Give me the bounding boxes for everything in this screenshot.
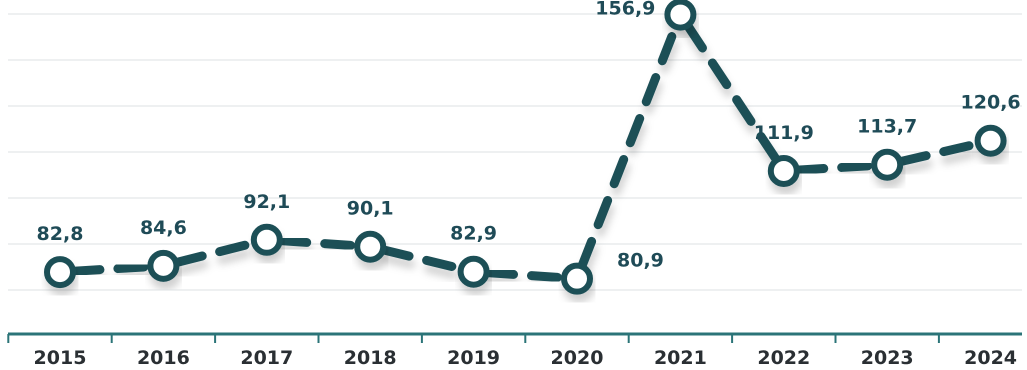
series-segment (675, 10, 789, 176)
series-segment (469, 267, 582, 284)
series-line (55, 10, 996, 284)
gridlines (8, 13, 1022, 291)
x-tick-label: 2015 (34, 347, 87, 369)
data-label: 90,1 (347, 198, 394, 220)
data-label: 120,6 (961, 92, 1021, 114)
data-label: 82,8 (37, 223, 84, 245)
markers (44, 0, 1007, 295)
x-tick-label: 2024 (964, 347, 1017, 369)
data-label: 80,9 (617, 250, 664, 272)
data-labels: 82,8 84,6 92,1 90,1 82,9 80,9 156,9 111,9 113,7 1… (37, 0, 1021, 272)
x-tick-label: 2023 (861, 347, 914, 369)
data-point-marker (44, 256, 76, 289)
x-tick-label: 2020 (551, 347, 604, 369)
data-point-marker (974, 124, 1007, 157)
series-segment (882, 136, 996, 170)
data-label: 82,9 (450, 223, 497, 245)
data-point-marker (561, 262, 593, 295)
x-tick-label: 2022 (757, 347, 810, 369)
x-tick-label: 2017 (240, 347, 293, 369)
data-label: 156,9 (595, 0, 655, 20)
x-tick-label: 2016 (137, 347, 190, 369)
data-label: 84,6 (140, 217, 187, 239)
data-label: 111,9 (754, 122, 814, 144)
data-label: 92,1 (243, 191, 290, 213)
data-point-marker (250, 223, 283, 256)
series-segment (572, 10, 685, 284)
data-point-marker (767, 154, 800, 187)
data-label: 113,7 (857, 116, 917, 138)
data-point-marker (457, 255, 490, 288)
data-point-marker (664, 0, 697, 31)
series-segment (365, 242, 479, 277)
data-point-marker (354, 230, 387, 263)
series-segment (262, 235, 375, 252)
x-tick-labels: 2015 2016 2017 2018 2019 2020 2021 2022 2023 2024 (34, 347, 1017, 369)
x-tick-label: 2019 (447, 347, 500, 369)
x-axis-ticks (7, 334, 940, 343)
series-segment (55, 261, 168, 277)
series-segment (779, 160, 892, 176)
x-tick-label: 2018 (344, 347, 397, 369)
x-tick-label: 2021 (654, 347, 707, 369)
data-point-marker (871, 148, 904, 181)
data-point-marker (147, 249, 180, 282)
series-segment (158, 235, 272, 271)
